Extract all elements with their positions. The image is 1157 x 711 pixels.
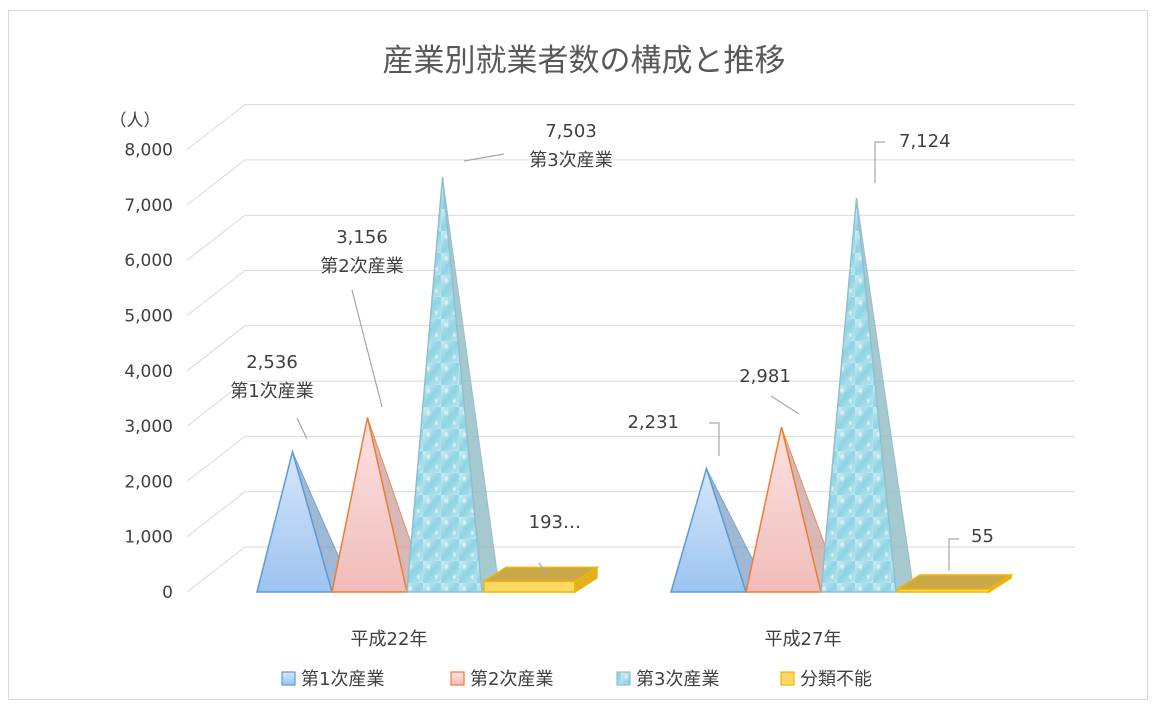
chart-marks — [256, 177, 1014, 594]
pyramid-front-face — [331, 417, 408, 593]
legend-item: 第3次産業 — [616, 669, 719, 690]
x-axis-categories: 平成22年 平成27年 — [351, 629, 842, 650]
leader-line — [948, 538, 959, 571]
pyramid-bar-3 — [406, 177, 499, 594]
leader-line — [709, 422, 720, 456]
y-tick-label: 0 — [162, 583, 173, 603]
leader-line — [463, 153, 505, 162]
pyramid-bar-3 — [820, 197, 913, 594]
box-front-face — [483, 580, 576, 593]
data-label: 2,231 — [627, 412, 679, 433]
box-bar-4 — [895, 573, 1014, 594]
legend-swatch — [281, 671, 296, 686]
pyramid-front-face — [745, 426, 822, 593]
legend-item: 第2次産業 — [450, 669, 553, 690]
y-tick-label: 5,000 — [124, 307, 173, 327]
y-tick-label: 2,000 — [124, 472, 173, 492]
y-tick-label: 3,000 — [124, 417, 173, 437]
data-label: 第2次産業 — [320, 256, 403, 277]
pyramid-front-face — [820, 197, 897, 593]
data-label: 3,156 — [336, 227, 388, 248]
data-label: 2,536 — [246, 352, 298, 373]
pyramid-bar-2 — [331, 417, 424, 593]
y-axis-label: （人） — [110, 111, 161, 131]
data-label: 7,503 — [545, 121, 597, 142]
pyramid-side-shade — [442, 177, 498, 592]
chart-svg: 産業別就業者数の構成と推移 （人） 0 1,000 2,000 3,000 4,000 5… — [110, 43, 1075, 690]
y-tick-label: 6,000 — [124, 251, 173, 271]
leader-line — [874, 141, 885, 183]
pyramid-bar-2 — [745, 426, 838, 593]
pyramid-side-shade — [706, 468, 762, 592]
legend-item: 分類不能 — [780, 669, 872, 690]
pyramid-bar-1 — [256, 448, 349, 593]
legend-label: 第1次産業 — [301, 669, 384, 690]
y-tick-label: 1,000 — [124, 528, 173, 548]
data-label: 7,124 — [899, 131, 951, 152]
pyramid-bar-1 — [670, 466, 763, 593]
pyramid-side-shade — [367, 417, 423, 592]
gridline — [186, 435, 1075, 482]
legend-label: 第3次産業 — [636, 669, 719, 690]
data-label: 193… — [529, 512, 581, 533]
legend: 第1次産業 第2次産業 第3次産業 分類不能 — [281, 669, 872, 690]
gridline — [186, 270, 1075, 316]
chart-title: 産業別就業者数の構成と推移 — [383, 43, 786, 79]
data-label: 2,981 — [739, 366, 791, 387]
leader-line — [770, 395, 800, 415]
legend-item: 第1次産業 — [281, 669, 384, 690]
data-label: 55 — [971, 526, 994, 547]
leader-line — [538, 562, 547, 574]
gridline — [186, 380, 1075, 427]
chart-frame: 産業別就業者数の構成と推移 （人） 0 1,000 2,000 3,000 4,000 5… — [8, 10, 1148, 700]
y-tick-label: 7,000 — [124, 196, 173, 216]
pyramid-side-shade — [781, 427, 837, 592]
x-category-label: 平成27年 — [765, 629, 842, 650]
gridline — [186, 214, 1075, 261]
legend-label: 第2次産業 — [470, 669, 553, 690]
legend-swatch — [450, 671, 465, 686]
y-axis-ticks: 0 1,000 2,000 3,000 4,000 5,000 6,000 7,000 8,00… — [124, 141, 173, 603]
pyramid-side-shade — [856, 198, 912, 593]
data-label: 第3次産業 — [529, 150, 612, 171]
box-bar-4 — [481, 565, 600, 594]
gridline — [186, 325, 1075, 372]
gridline — [186, 159, 1075, 206]
x-category-label: 平成22年 — [351, 629, 428, 650]
y-tick-label: 4,000 — [124, 362, 173, 382]
pyramid-front-face — [670, 466, 748, 593]
leader-line — [351, 289, 383, 408]
data-label: 第1次産業 — [230, 381, 313, 402]
box-side-face — [988, 573, 1012, 594]
y-tick-label: 8,000 — [124, 141, 173, 161]
pyramid-front-face — [256, 448, 333, 593]
legend-swatch — [780, 671, 795, 686]
pyramid-front-face — [406, 177, 483, 593]
box-side-face — [574, 565, 598, 594]
pyramid-side-shade — [292, 451, 348, 592]
legend-label: 分類不能 — [800, 669, 872, 690]
leader-line — [296, 417, 308, 440]
legend-swatch — [616, 671, 631, 686]
data-labels: 2,536 第1次産業 3,156 第2次産業 7,503 第3次産業 193… 2,231 2… — [230, 121, 994, 574]
gridlines — [186, 104, 1075, 593]
gridline — [186, 104, 1075, 150]
